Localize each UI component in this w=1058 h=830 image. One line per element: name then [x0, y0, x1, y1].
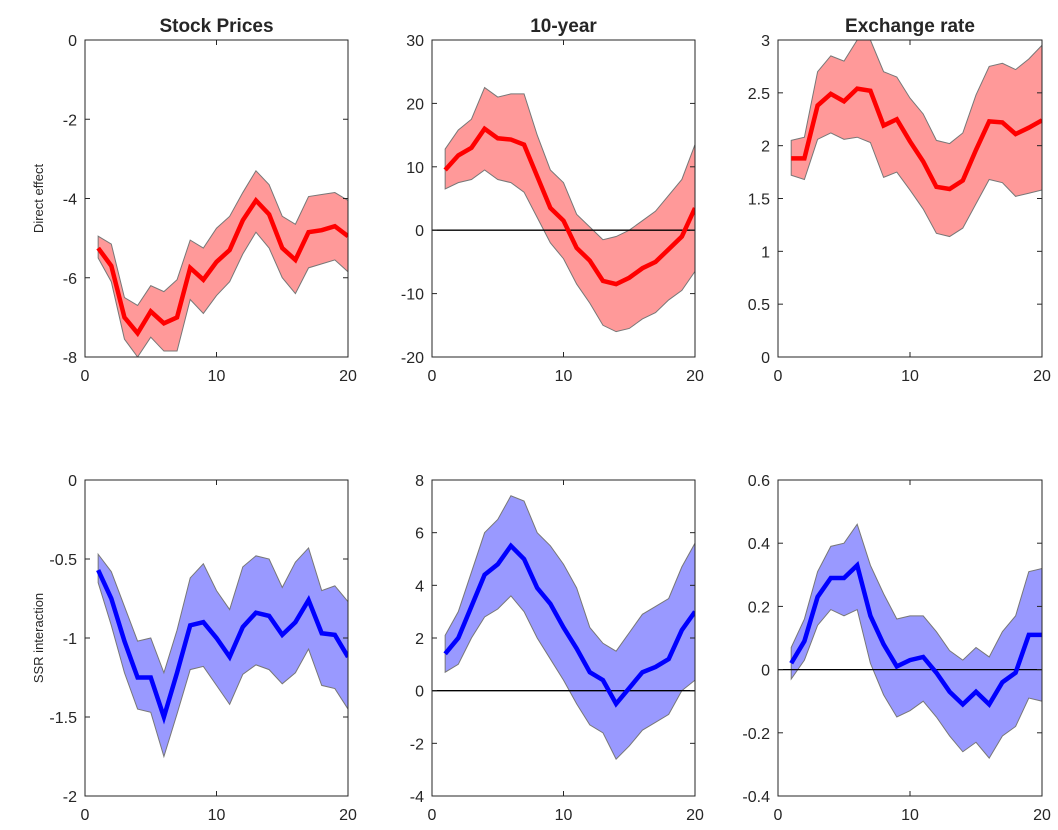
panel-fx-ssr: -0.4 -0.2 0 0.2 0.4 0.6 0 10 20 [742, 473, 1051, 824]
confidence-band [444, 86, 695, 333]
confidence-band [97, 169, 348, 357]
y-tick-label: 0.6 [748, 473, 770, 490]
confidence-band [790, 40, 1042, 238]
median-series [789, 561, 1042, 708]
x-tick-label: 10 [901, 807, 919, 824]
y-tick-label: 3 [761, 33, 770, 50]
y-tick-label: 2 [415, 631, 424, 648]
y-tick-label: 0 [761, 663, 770, 680]
x-tick-label: 20 [1033, 368, 1051, 385]
y-tick-label: -0.5 [49, 552, 77, 569]
panel-10y-ssr: -4 -2 0 2 4 6 8 0 10 20 [410, 473, 704, 824]
y-axis-label: Direct effect [31, 164, 46, 234]
y-tick-label: -20 [401, 350, 424, 367]
y-tick-label: -2 [63, 112, 77, 129]
median-series [96, 196, 348, 338]
y-tick-label: -0.2 [742, 726, 770, 743]
x-tick-label: 10 [901, 368, 919, 385]
median-line [791, 86, 1042, 192]
x-tick-label: 20 [339, 368, 357, 385]
y-axis-label: SSR interaction [31, 593, 46, 683]
y-tick-label: -1 [63, 631, 77, 648]
x-tick-label: 20 [339, 807, 357, 824]
y-tick-label: 0 [68, 473, 77, 490]
y-tick-label: 4 [415, 578, 424, 595]
y-tick-label: 0.5 [748, 297, 770, 314]
confidence-band [790, 523, 1042, 759]
x-tick-label: 0 [81, 368, 90, 385]
confidence-band [444, 495, 695, 760]
panel-fx-direct: 0 0.5 1 1.5 2 2.5 3 0 10 20 Exchange rate [748, 16, 1051, 385]
y-tick-label: 0.4 [748, 536, 770, 553]
x-tick-label: 0 [81, 807, 90, 824]
y-tick-label: -6 [63, 271, 77, 288]
y-tick-label: 0 [761, 350, 770, 367]
panel-stock-ssr: -2 -1.5 -1 -0.5 0 0 10 20 SSR interaction [31, 473, 357, 824]
y-tick-label: 6 [415, 526, 424, 543]
x-tick-label: 0 [428, 368, 437, 385]
median-line [789, 561, 1042, 708]
x-tick-label: 0 [774, 807, 783, 824]
panel-10y-direct: -20 -10 0 10 20 30 0 10 20 10-year [401, 16, 704, 385]
y-tick-label: -1.5 [49, 710, 77, 727]
y-tick-label: -4 [410, 789, 424, 806]
y-tick-label: 0 [415, 684, 424, 701]
y-tick-label: 1.5 [748, 192, 770, 209]
y-tick-label: 20 [406, 96, 424, 113]
median-series [443, 542, 695, 708]
x-tick-label: 10 [208, 807, 226, 824]
y-tick-label: -2 [410, 736, 424, 753]
y-tick-label: 2.5 [748, 86, 770, 103]
x-tick-label: 20 [1033, 807, 1051, 824]
panel-stock-direct: -8 -6 -4 -2 0 0 10 20 Stock Prices Direct effect [31, 16, 357, 385]
y-tick-label: -10 [401, 287, 424, 304]
x-tick-label: 10 [555, 368, 573, 385]
y-tick-label: 1 [761, 244, 770, 261]
x-tick-label: 20 [686, 368, 704, 385]
y-tick-label: 2 [761, 139, 770, 156]
y-tick-label: 0.2 [748, 599, 770, 616]
x-tick-label: 10 [208, 368, 226, 385]
y-tick-label: -8 [63, 350, 77, 367]
y-tick-label: 10 [406, 160, 424, 177]
median-series [443, 125, 695, 287]
y-tick-label: 8 [415, 473, 424, 490]
y-tick-label: 0 [68, 33, 77, 50]
y-tick-label: -2 [63, 789, 77, 806]
y-tick-label: -4 [63, 192, 77, 209]
median-line [443, 125, 695, 287]
y-tick-label: -0.4 [742, 789, 770, 806]
panel-title: Stock Prices [159, 16, 273, 37]
confidence-band [97, 546, 348, 759]
median-line [96, 569, 348, 725]
x-tick-label: 10 [555, 807, 573, 824]
median-line [96, 196, 348, 338]
x-tick-label: 20 [686, 807, 704, 824]
panel-title: 10-year [530, 16, 597, 37]
median-line [443, 542, 695, 708]
panel-title: Exchange rate [845, 16, 975, 37]
x-tick-label: 0 [428, 807, 437, 824]
y-tick-label: 30 [406, 33, 424, 50]
x-tick-label: 0 [774, 368, 783, 385]
y-tick-label: 0 [415, 223, 424, 240]
